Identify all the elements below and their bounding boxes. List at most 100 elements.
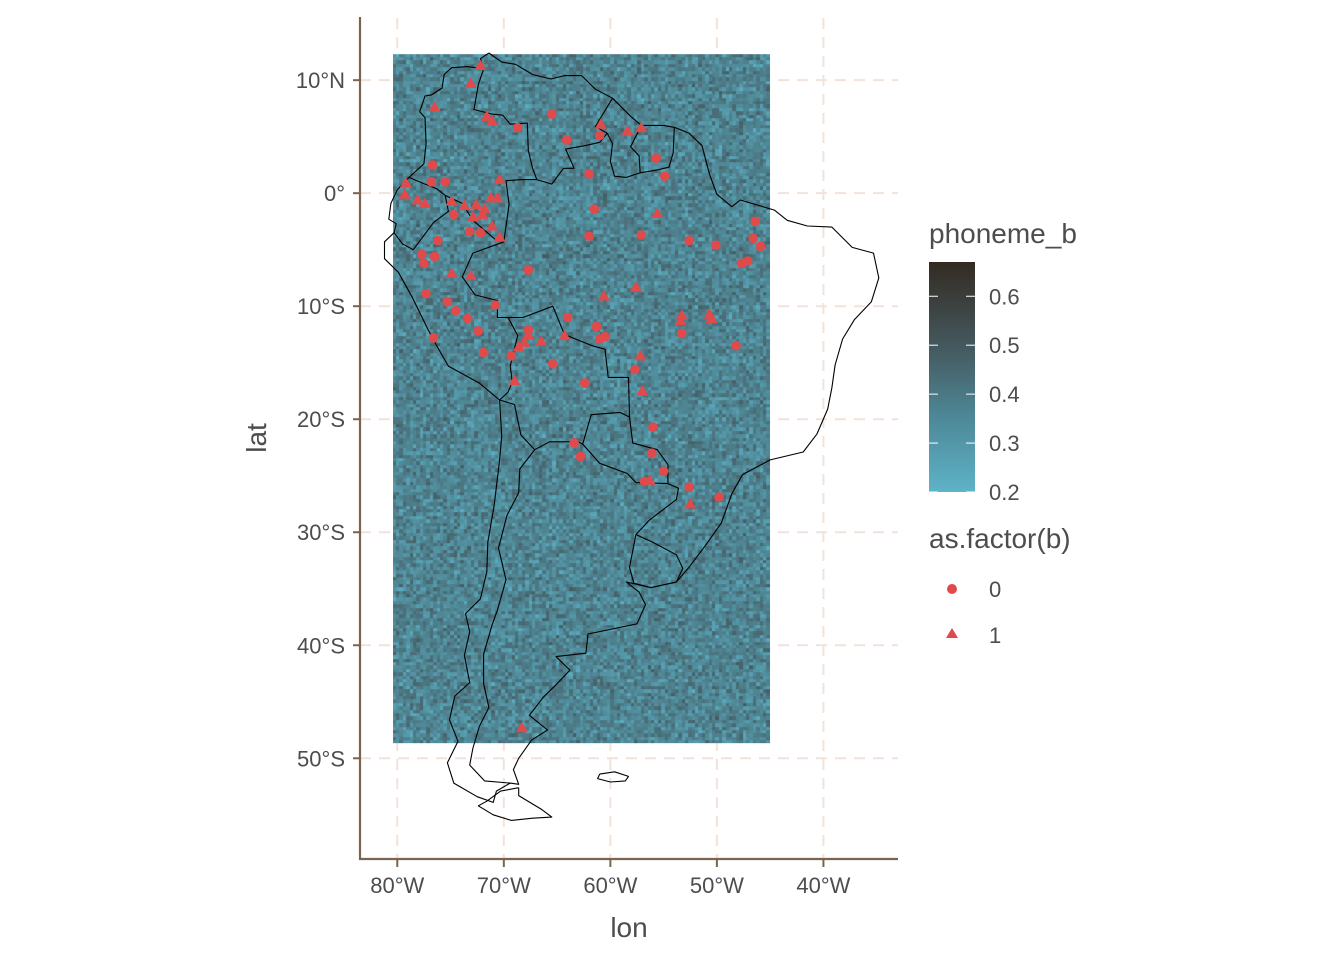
data-point-circle	[440, 177, 451, 187]
x-tick-label: 50°W	[690, 873, 744, 898]
border-argentina-brazil	[635, 483, 680, 535]
data-point-circle	[589, 204, 600, 214]
data-point-circle	[748, 233, 758, 244]
y-tick-label: 20°S	[297, 407, 345, 432]
data-point-circle	[676, 328, 687, 339]
data-point-circle	[659, 171, 670, 182]
data-point-circle	[579, 378, 590, 388]
legend-key-triangle	[946, 628, 958, 638]
data-point-circle	[584, 169, 594, 179]
y-ticks: 10°N 0° 10°S 20°S 30°S 40°S 50°S	[296, 68, 360, 771]
data-point-circle	[647, 448, 657, 458]
data-point-triangle	[445, 267, 458, 278]
data-point-circle	[684, 482, 694, 492]
data-point-circle	[594, 130, 605, 141]
data-point-circle	[711, 240, 721, 250]
data-point-triangle	[411, 193, 424, 205]
data-point-triangle	[635, 121, 648, 133]
data-point-circle	[427, 160, 438, 170]
border-uruguay	[628, 534, 684, 589]
data-point-circle	[490, 300, 501, 310]
x-tick-label: 40°W	[796, 873, 850, 898]
data-point-circle	[428, 333, 439, 343]
data-point-circle	[584, 231, 594, 241]
data-point-circle	[684, 235, 694, 246]
data-point-triangle	[674, 314, 687, 326]
data-point-triangle	[515, 721, 528, 733]
data-point-triangle	[634, 349, 647, 361]
data-point-circle	[561, 135, 572, 145]
country-borders	[383, 52, 880, 821]
x-tick-label: 60°W	[583, 873, 637, 898]
data-point-triangle	[464, 269, 477, 281]
data-point-triangle	[643, 474, 656, 485]
data-point-triangle	[675, 309, 688, 320]
border-chile-argentina	[469, 449, 536, 784]
data-point-circle	[451, 305, 461, 316]
y-axis-title: lat	[241, 423, 272, 453]
y-tick-label: 0°	[324, 181, 345, 206]
border-venezuela-south	[536, 132, 608, 185]
data-point-triangle	[512, 340, 525, 352]
data-point-circle	[651, 153, 661, 163]
data-point-circle	[462, 313, 473, 324]
data-point-triangle	[508, 374, 521, 386]
border-colombia-venezuela	[473, 68, 538, 180]
falkland-islands	[597, 771, 630, 783]
data-point-circle	[475, 227, 486, 238]
border-bolivia-east	[508, 305, 631, 445]
x-tick-label: 80°W	[370, 873, 424, 898]
data-point-triangle	[474, 59, 487, 70]
data-point-circle	[448, 209, 459, 220]
point-layer	[398, 59, 766, 733]
data-point-circle	[442, 296, 453, 307]
data-point-triangle	[518, 336, 531, 347]
border-guyana-south	[606, 125, 642, 178]
data-point-triangle	[493, 231, 506, 242]
colorbar-title: phoneme_b	[929, 218, 1077, 249]
y-tick-label: 40°S	[297, 633, 345, 658]
data-point-circle	[600, 331, 610, 342]
phoneme-raster	[393, 54, 771, 744]
data-point-circle	[473, 326, 484, 336]
data-point-circle	[630, 364, 640, 375]
data-point-triangle	[486, 219, 499, 231]
data-point-triangle	[466, 210, 479, 222]
x-tick-label: 70°W	[477, 873, 531, 898]
y-tick-label: 10°S	[297, 294, 345, 319]
data-point-circle	[506, 351, 517, 361]
data-point-triangle	[458, 199, 471, 211]
data-point-circle	[636, 230, 647, 240]
border-guyana-suriname	[594, 97, 613, 134]
colorbar-ticks: 0.2 0.3 0.4 0.5 0.6	[929, 284, 1020, 505]
data-point-circle	[464, 226, 475, 237]
data-point-circle	[648, 422, 658, 432]
x-ticks: 80°W 70°W 60°W 50°W 40°W	[370, 860, 851, 898]
data-point-triangle	[651, 207, 664, 219]
colorbar	[929, 262, 975, 492]
shape-legend-title: as.factor(b)	[929, 523, 1071, 554]
data-point-circle	[432, 235, 443, 246]
colorbar-tick-label: 0.4	[989, 382, 1020, 407]
data-point-circle	[562, 312, 573, 323]
axes	[358, 17, 898, 861]
data-point-triangle	[399, 177, 412, 188]
tierra-del-fuego	[477, 787, 553, 821]
data-point-circle	[591, 321, 602, 332]
data-point-circle	[523, 265, 534, 275]
data-point-circle	[512, 122, 523, 133]
data-point-triangle	[480, 110, 493, 121]
data-point-triangle	[621, 125, 634, 136]
data-point-circle	[731, 340, 741, 351]
data-point-triangle	[535, 335, 548, 346]
data-point-triangle	[493, 173, 506, 185]
data-point-triangle	[476, 208, 489, 220]
border-suriname-south	[640, 127, 675, 174]
data-point-triangle	[398, 188, 411, 199]
data-point-circle	[548, 359, 558, 369]
data-point-triangle	[594, 118, 607, 129]
data-point-circle	[546, 109, 557, 119]
data-point-triangle	[684, 497, 697, 509]
raster-image	[393, 54, 771, 744]
